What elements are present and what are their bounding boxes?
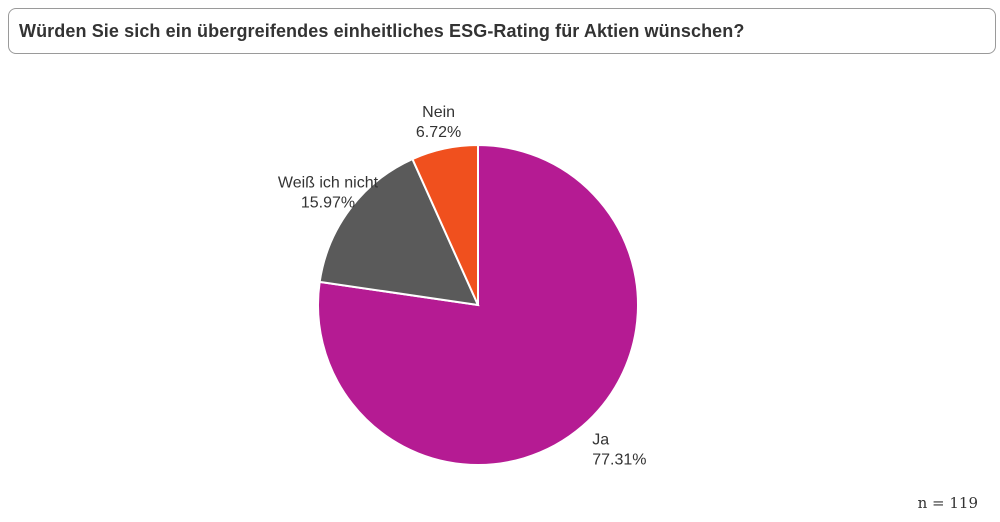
pie-slices xyxy=(317,143,639,466)
pie-labels: Ja 77.31% Weiß ich nicht 15.97% Nein 6.72% xyxy=(278,104,647,469)
pie-slice-nein xyxy=(411,143,479,306)
slice-label-ja: Ja xyxy=(592,432,609,449)
slice-value-weiß-ich-nicht: 15.97% xyxy=(301,195,355,212)
slice-label-weiß-ich-nicht: Weiß ich nicht xyxy=(278,175,379,192)
chart-title-box: Würden Sie sich ein übergreifendes einhe… xyxy=(8,8,996,54)
slice-label-nein: Nein xyxy=(422,104,455,121)
sample-size-note: n = 119 xyxy=(917,494,978,512)
pie-slice-weiß-ich-nicht xyxy=(318,157,480,307)
slice-value-ja: 77.31% xyxy=(592,452,646,469)
slice-value-nein: 6.72% xyxy=(416,124,461,141)
chart-title: Würden Sie sich ein übergreifendes einhe… xyxy=(19,20,745,41)
